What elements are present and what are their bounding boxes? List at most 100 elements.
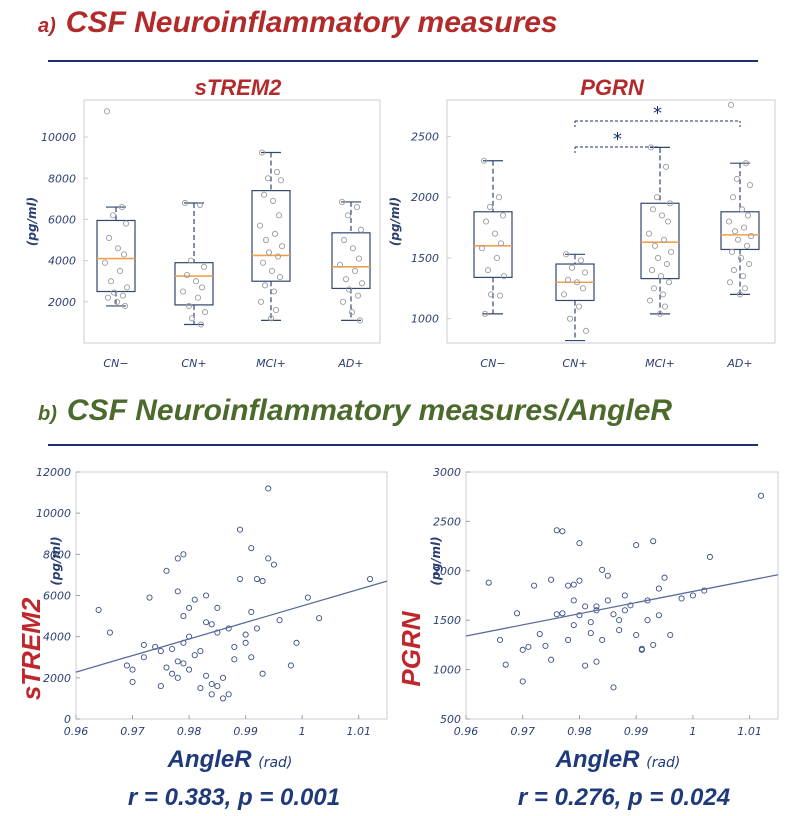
strem2-scatter-xtick-label: 0.97: [120, 725, 145, 738]
strem2-box-point: [348, 309, 356, 316]
strem2-scatter-point: [219, 674, 227, 681]
strem2-scatter-point: [242, 631, 249, 638]
strem2-box-point: [259, 259, 267, 266]
pgrn-box-iqr: [720, 211, 760, 251]
pgrn-scatter-point: [496, 636, 504, 644]
pgrn-scatter-point: [548, 576, 555, 583]
strem2-scatter-point: [214, 629, 221, 636]
strem2-box-iqr: [331, 232, 371, 290]
pgrn-scatter-point: [519, 646, 526, 653]
pgrn-box-point: [662, 163, 670, 170]
strem2-box-point: [120, 251, 128, 258]
pgrn-scatter-point: [559, 528, 566, 535]
section-b-text: CSF Neuroinflammatory measures/AngleR: [66, 394, 673, 427]
strem2-scatter-point: [186, 666, 193, 673]
strem2-scatter-point: [214, 604, 221, 611]
strem2-box-point: [336, 261, 344, 268]
pgrn-scatter-point: [542, 642, 549, 649]
strem2-box-point: [271, 230, 279, 237]
pgrn-box-point: [568, 264, 576, 271]
pgrn-box-point: [740, 224, 748, 231]
pgrn-box-point: [497, 240, 505, 247]
pgrn-scatter-point: [633, 542, 640, 549]
pgrn-scatter-point: [593, 658, 600, 665]
pgrn-box-point: [663, 260, 671, 268]
strem2-scatter-ytick-label: 12000: [36, 466, 71, 479]
strem2-scatter-point: [146, 594, 153, 601]
pgrn-scatter-point: [627, 602, 634, 609]
strem2-box-point: [269, 197, 277, 204]
strem2-box-point: [267, 315, 275, 322]
pgrn-box-point: [657, 273, 665, 280]
pgrn-box-point: [667, 248, 675, 255]
strem2-box-point: [339, 298, 347, 305]
strem2-scatter-xlabel-text: AngleR: [167, 746, 259, 773]
pgrn-box-point: [660, 236, 668, 243]
pgrn-box-point: [654, 254, 662, 262]
pgrn-box-point: [646, 297, 654, 304]
pgrn-scatter-ylabel: PGRN: [396, 610, 426, 686]
strem2-scatter-point: [203, 619, 210, 626]
pgrn-scatter-point: [502, 661, 509, 668]
strem2-box-point: [342, 276, 350, 283]
strem2-box-point: [262, 236, 270, 244]
strem2-scatter-point: [236, 575, 244, 583]
pgrn-scatter-point: [536, 630, 543, 638]
strem2-box-point: [109, 212, 117, 219]
pgrn-box-point: [653, 194, 661, 201]
pgrn-box-point: [730, 267, 738, 274]
strem2-box-point: [114, 245, 122, 252]
pgrn-box-point: [499, 212, 507, 219]
pgrn-box-frame: [446, 99, 776, 344]
pgrn-scatter-point: [582, 603, 589, 610]
strem2-box-point: [344, 212, 352, 219]
pgrn-scatter-yunit: (pg/ml): [429, 536, 443, 585]
strem2-box-point: [354, 292, 362, 299]
pgrn-box-point: [566, 315, 574, 322]
pgrn-box-point: [729, 194, 737, 201]
pgrn-scatter-point: [570, 622, 577, 629]
pgrn-scatter-stat: r = 0.276, p = 0.024: [518, 784, 730, 811]
pgrn-scatter-point: [514, 610, 521, 617]
strem2-scatter-point: [174, 555, 181, 562]
strem2-scatter-point: [163, 567, 170, 574]
strem2-scatter-point: [253, 625, 260, 632]
pgrn-box-point: [496, 292, 504, 299]
strem2-scatter-point: [208, 680, 215, 688]
pgrn-box-category-label: MCI+: [645, 357, 675, 370]
pgrn-scatter-point: [706, 553, 713, 561]
strem2-scatter-point: [169, 670, 176, 677]
strem2-box-category-label: CN−: [103, 357, 128, 370]
strem2-box-point: [260, 191, 268, 198]
strem2-scatter-point: [248, 608, 255, 616]
pgrn-scatter-point: [587, 619, 594, 626]
pgrn-box-point: [744, 212, 752, 219]
strem2-box-point: [105, 234, 113, 242]
pgrn-scatter-xunit: (rad): [646, 755, 680, 771]
pgrn-box-point: [493, 254, 501, 262]
strem2-box-point: [187, 257, 195, 264]
strem2-box-point: [257, 298, 265, 305]
section-b-title: b) CSF Neuroinflammatory measures/AngleR: [38, 394, 672, 428]
pgrn-box-point: [581, 269, 589, 276]
pgrn-scatter-point: [485, 579, 492, 586]
pgrn-box-title: PGRN: [580, 75, 645, 100]
pgrn-scatter-point: [582, 662, 589, 669]
pgrn-box-point: [658, 212, 666, 219]
strem2-box-point: [345, 286, 353, 293]
strem2-box-point: [275, 212, 283, 219]
strem2-box-point: [276, 274, 284, 281]
strem2-scatter-point: [248, 654, 255, 661]
pgrn-box-point: [645, 230, 653, 237]
strem2-box-category-label: MCI+: [256, 357, 286, 370]
strem2-scatter-point: [169, 645, 176, 653]
strem2-scatter-point: [203, 592, 210, 599]
pgrn-box-point: [480, 157, 488, 164]
pgrn-box-point: [481, 310, 489, 317]
strem2-scatter-point: [129, 666, 136, 673]
pgrn-scatter-point: [565, 582, 572, 589]
pgrn-box-point: [648, 267, 656, 274]
strem2-scatter-point: [140, 641, 147, 648]
